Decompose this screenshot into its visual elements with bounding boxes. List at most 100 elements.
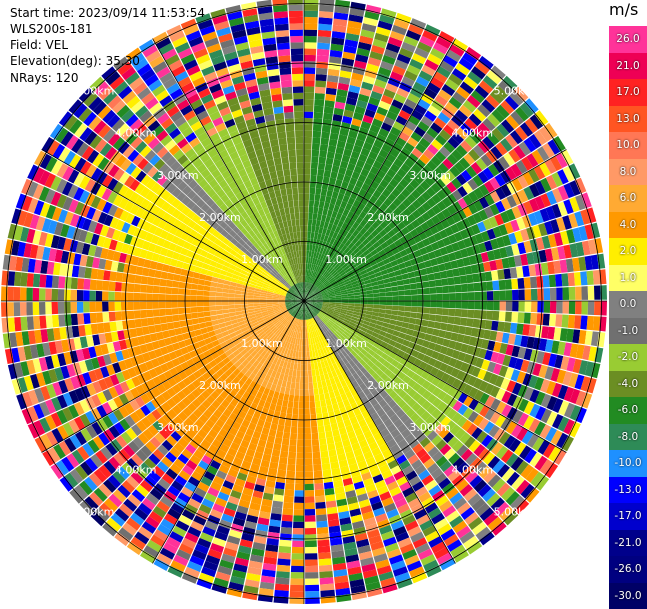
radar-gate — [282, 400, 288, 407]
radar-gate — [304, 402, 309, 408]
radar-gate — [284, 426, 291, 433]
radar-gate — [405, 301, 411, 306]
radar-gate — [292, 74, 303, 81]
radar-gate — [295, 137, 303, 144]
radar-gate — [326, 81, 337, 89]
radar-gate — [165, 287, 172, 294]
radar-gate — [313, 452, 321, 459]
radar-gate — [312, 150, 320, 157]
radar-gate — [211, 315, 218, 321]
radar-gate — [153, 278, 160, 286]
radar-gate — [307, 351, 310, 358]
radar-gate — [14, 317, 21, 331]
radar-gate — [89, 302, 96, 312]
radar-gate — [324, 393, 330, 400]
radar-gate — [276, 431, 284, 438]
radar-gate — [367, 301, 373, 304]
radar-gate — [20, 317, 27, 331]
radar-gate — [197, 307, 204, 313]
radar-gate — [281, 406, 287, 413]
radar-gate — [311, 156, 318, 163]
radar-gate — [52, 276, 59, 289]
radar-gate — [247, 295, 254, 298]
radar-gate — [26, 302, 33, 315]
radar-gate — [373, 305, 380, 309]
radar-gate — [314, 388, 319, 395]
radar-gate — [115, 292, 122, 301]
radar-gate — [298, 194, 303, 200]
radar-gate — [203, 301, 209, 306]
radar-gate — [278, 138, 287, 145]
radar-gate — [228, 293, 235, 297]
radar-gate — [39, 316, 46, 329]
radar-gate — [305, 528, 316, 535]
radar-gate — [83, 302, 90, 313]
radar-gate — [500, 301, 507, 311]
radar-gate — [33, 288, 40, 301]
radar-gate — [279, 144, 287, 151]
radar-gate — [309, 395, 314, 402]
radar-gate — [298, 187, 304, 193]
radar-gate — [307, 244, 310, 251]
radar-gate — [310, 401, 316, 408]
radar-gate — [293, 402, 299, 409]
radar-gate — [311, 427, 318, 434]
radar-gate — [179, 275, 186, 282]
radar-gate — [320, 451, 328, 458]
radar-gate — [304, 339, 306, 345]
radar-gate — [300, 383, 304, 389]
radar-gate — [272, 100, 282, 108]
radar-gate — [222, 289, 229, 294]
radar-gate — [326, 437, 334, 445]
radar-gate — [146, 293, 153, 301]
radar-gate — [297, 440, 304, 447]
radar-gate — [283, 394, 289, 401]
radar-gate — [342, 303, 348, 305]
radar-gate — [288, 150, 296, 157]
radar-gate — [531, 301, 538, 312]
radar-gate — [304, 93, 314, 100]
radar-gate — [386, 301, 392, 305]
radar-gate — [293, 86, 303, 93]
radar-gate — [581, 301, 588, 315]
radar-gate — [305, 465, 313, 472]
radar-gate — [247, 304, 254, 307]
radar-gate — [291, 55, 303, 62]
radar-gate — [321, 406, 327, 413]
radar-gate — [96, 280, 103, 290]
radar-gate — [7, 287, 14, 301]
radar-gate — [299, 389, 304, 395]
radar-gate — [293, 93, 303, 100]
radar-gate — [222, 309, 229, 314]
radar-gate — [46, 315, 53, 328]
radar-gate — [278, 55, 290, 62]
radar-gate — [58, 276, 65, 288]
radar-gate — [305, 471, 314, 478]
radar-gate — [449, 301, 456, 308]
radar-gate — [204, 316, 211, 322]
radar-gate — [241, 298, 247, 301]
radar-gate — [304, 162, 311, 169]
radar-gate — [530, 313, 537, 325]
radar-gate — [304, 244, 307, 250]
radar-gate — [324, 170, 331, 177]
radar-gate — [485, 320, 492, 330]
radar-gate — [430, 308, 437, 315]
radar-gate — [516, 323, 524, 334]
radar-gate — [299, 345, 302, 351]
radar-gate — [273, 152, 281, 160]
radar-gate — [313, 207, 318, 214]
radar-gate — [39, 274, 46, 287]
radar-gate — [115, 302, 122, 311]
radar-gate — [241, 301, 247, 304]
radar-gate — [96, 312, 103, 322]
radar-gate — [291, 49, 303, 56]
radar-gate — [317, 43, 330, 50]
radar-gate — [318, 552, 331, 559]
radar-gate — [289, 156, 296, 163]
radar-gate — [276, 476, 285, 483]
radar-gate — [544, 301, 551, 313]
radar-gate — [291, 420, 297, 427]
radar-gate — [222, 301, 229, 305]
radar-gate — [284, 112, 294, 119]
